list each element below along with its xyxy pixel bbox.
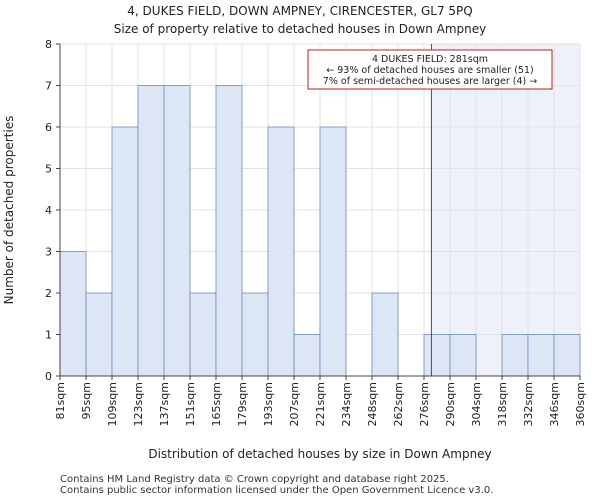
- y-tick-label: 8: [45, 38, 52, 51]
- annotation-box: 4 DUKES FIELD: 281sqm ← 93% of detached …: [307, 49, 553, 90]
- y-tick-label: 2: [45, 287, 52, 300]
- bar-221sqm: [319, 126, 347, 377]
- x-tick-label: 137sqm: [158, 382, 171, 426]
- x-tick-label: 193sqm: [262, 382, 275, 426]
- bar-95sqm: [85, 292, 113, 377]
- y-tick-label: 3: [45, 246, 52, 259]
- x-tick-label: 109sqm: [106, 382, 119, 426]
- x-tick-label: 360sqm: [574, 382, 587, 426]
- x-tick-label: 165sqm: [210, 382, 223, 426]
- x-tick-label: 290sqm: [444, 382, 457, 426]
- footer-copyright: Contains HM Land Registry data © Crown c…: [60, 474, 449, 485]
- bar-318sqm: [501, 334, 529, 377]
- bar-207sqm: [293, 334, 321, 377]
- bars: [59, 85, 581, 377]
- x-tick-label: 151sqm: [184, 382, 197, 426]
- x-axis-label: Distribution of detached houses by size …: [148, 447, 491, 461]
- bar-290sqm: [449, 334, 477, 377]
- bar-248sqm: [371, 292, 399, 377]
- y-tick-label: 6: [45, 121, 52, 134]
- x-tick-label: 318sqm: [496, 382, 509, 426]
- bar-346sqm: [553, 334, 581, 377]
- y-tick-label: 4: [45, 204, 52, 217]
- x-tick-label: 81sqm: [54, 382, 67, 419]
- bar-332sqm: [527, 334, 555, 377]
- x-tick-label: 123sqm: [132, 382, 145, 426]
- y-tick-labels: 0 1 2 3 4 5 6 7 8: [45, 38, 60, 383]
- x-tick-label: 248sqm: [366, 382, 379, 426]
- bar-179sqm: [241, 292, 269, 377]
- annotation-line-2: ← 93% of detached houses are smaller (51…: [326, 65, 533, 76]
- x-tick-label: 332sqm: [522, 382, 535, 426]
- x-tick-label: 346sqm: [548, 382, 561, 426]
- x-tick-label: 234sqm: [340, 382, 353, 426]
- x-tick-label: 304sqm: [470, 382, 483, 426]
- annotation-border: [307, 49, 553, 90]
- bar-81sqm: [59, 251, 87, 377]
- y-tick-label: 7: [45, 80, 52, 93]
- x-tick-labels: 81sqm 95sqm 109sqm 123sqm 137sqm 151sqm 165sqm…: [54, 376, 587, 426]
- bar-165sqm: [215, 85, 243, 377]
- y-axis-label: Number of detached properties: [2, 116, 16, 305]
- y-tick-label: 1: [45, 329, 52, 342]
- chart-subtitle: Size of property relative to detached ho…: [114, 22, 486, 36]
- bar-276sqm: [423, 334, 451, 377]
- y-tick-label: 5: [45, 163, 52, 176]
- y-tick-label: 0: [45, 370, 52, 383]
- bar-151sqm: [189, 292, 217, 377]
- chart-title: 4, DUKES FIELD, DOWN AMPNEY, CIRENCESTER…: [127, 4, 472, 18]
- annotation-line-1: 4 DUKES FIELD: 281sqm: [372, 54, 488, 65]
- x-tick-label: 95sqm: [80, 382, 93, 419]
- bar-123sqm: [137, 85, 165, 377]
- footer-licence: Contains public sector information licen…: [60, 485, 494, 496]
- x-tick-label: 221sqm: [314, 382, 327, 426]
- x-tick-label: 207sqm: [288, 382, 301, 426]
- bar-109sqm: [111, 126, 139, 377]
- annotation-line-3: 7% of semi-detached houses are larger (4…: [323, 76, 537, 87]
- x-tick-label: 179sqm: [236, 382, 249, 426]
- x-tick-label: 276sqm: [418, 382, 431, 426]
- x-tick-label: 262sqm: [392, 382, 405, 426]
- bar-193sqm: [267, 126, 295, 377]
- bar-137sqm: [163, 85, 191, 377]
